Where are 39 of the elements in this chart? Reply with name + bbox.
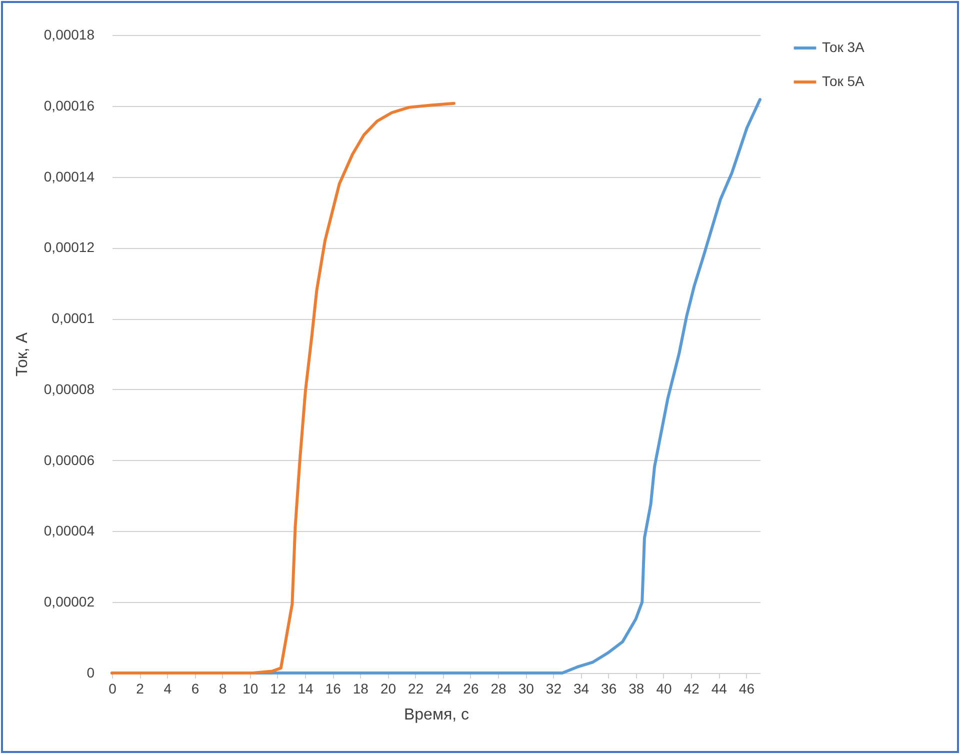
x-tick-label: 42 (684, 680, 700, 696)
y-tick-label: 0,00006 (44, 452, 95, 468)
x-tick-label: 28 (490, 680, 507, 696)
y-tick-label: 0 (86, 664, 95, 680)
y-tick-label: 0,00018 (44, 26, 95, 42)
legend-label: Ток 5А (822, 73, 866, 89)
x-tick-label: 38 (628, 680, 644, 696)
x-tick-label: 0 (108, 680, 117, 696)
x-tick-label: 34 (573, 680, 590, 696)
x-tick-label: 40 (656, 680, 672, 696)
y-tick-label: 0,00002 (44, 594, 95, 610)
y-tick-label: 0,0001 (52, 310, 95, 326)
x-tick-label: 44 (711, 680, 728, 696)
line-series (110, 102, 456, 674)
x-tick-label: 46 (738, 680, 755, 696)
y-tick-label: 0,00014 (44, 168, 95, 184)
x-tick-label: 36 (601, 680, 617, 696)
x-tick-label: 22 (408, 680, 424, 696)
x-tick-label: 26 (463, 680, 479, 696)
x-tick-label: 2 (136, 680, 144, 696)
x-tick-label: 6 (191, 680, 200, 696)
y-tick-label: 0,00012 (44, 239, 95, 256)
x-tick-label: 24 (436, 680, 452, 696)
x-tick-label: 18 (352, 680, 369, 696)
y-tick-label: 0,00008 (44, 380, 95, 397)
y-axis-title: Ток, А (14, 332, 31, 376)
x-tick-label: 16 (325, 680, 342, 696)
x-tick-label: 10 (242, 680, 258, 696)
x-tick-label: 12 (270, 680, 286, 696)
x-tick-label: 32 (546, 680, 562, 696)
legend-label: Ток 3А (822, 39, 866, 55)
x-tick-label: 4 (164, 680, 172, 696)
x-tick-label: 20 (380, 680, 396, 696)
x-tick-label: 8 (218, 680, 227, 696)
x-tick-label: 30 (518, 680, 534, 696)
x-tick-label: 14 (298, 680, 314, 696)
x-axis-title: Время, с (404, 706, 470, 724)
y-tick-label: 0,00004 (44, 522, 95, 539)
y-tick-label: 0,00016 (44, 97, 95, 114)
